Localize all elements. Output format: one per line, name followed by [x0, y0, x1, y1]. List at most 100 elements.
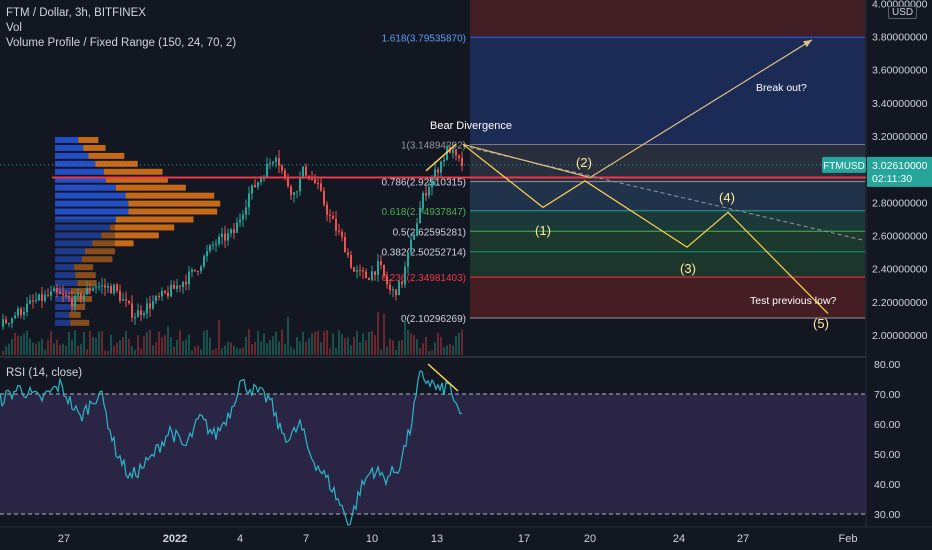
volume-bar: [245, 336, 247, 355]
volume-bar: [209, 337, 211, 355]
candle-body: [242, 214, 244, 220]
candle-body: [437, 169, 439, 173]
volume-bar: [167, 326, 169, 355]
volume-bar: [236, 347, 238, 355]
volume-profile-bar: [55, 296, 73, 302]
wave-label: (2): [576, 155, 592, 170]
candle-body: [392, 289, 394, 291]
volume-bar: [194, 346, 196, 355]
volume-bar: [239, 348, 241, 355]
volume-bar: [257, 330, 259, 355]
symbol-badge: [822, 156, 866, 173]
candle-body: [110, 285, 112, 294]
volume-bar: [200, 349, 202, 355]
volume-bar: [122, 336, 124, 355]
volume-bar: [446, 345, 448, 355]
symbol-badge-text: FTMUSD: [823, 161, 865, 172]
candle-body: [134, 317, 136, 319]
volume-bar: [338, 329, 340, 355]
fib-zone: [470, 144, 865, 182]
volume-bar: [230, 342, 232, 355]
volume-bar: [53, 343, 55, 355]
volume-bar: [242, 347, 244, 355]
divergence-line-rsi: [427, 363, 459, 392]
rsi-axis-tick: 70.00: [874, 389, 900, 401]
fib-level-label: 0(2.10296269): [401, 314, 466, 325]
elliott-wave-projection: [462, 143, 829, 314]
volume-bar: [461, 329, 463, 355]
candle-body: [293, 192, 295, 195]
price-badge-value: 3.02610000: [872, 160, 928, 172]
candle-body: [251, 184, 253, 194]
volume-profile-bar: [88, 152, 125, 159]
volume-bar: [14, 333, 16, 355]
candle-body: [230, 229, 232, 234]
candle-body: [314, 179, 316, 184]
volume-profile-bar: [74, 264, 94, 271]
volume-bar: [416, 339, 418, 355]
candle-body: [200, 266, 202, 272]
candle-body: [248, 193, 250, 208]
volume-bar: [383, 313, 385, 355]
volume-bar: [89, 331, 91, 355]
volume-bar: [41, 338, 43, 355]
candle-body: [83, 294, 85, 300]
candle-body: [140, 310, 142, 316]
volume-bar: [80, 343, 82, 355]
volume-bar: [428, 350, 430, 355]
volume-bar: [356, 331, 358, 355]
candle-body: [275, 157, 277, 162]
candle-body: [119, 290, 121, 301]
candle-body: [77, 293, 79, 296]
volume-profile-bar: [55, 160, 96, 167]
candle-body: [92, 288, 94, 291]
time-axis-tick: 20: [584, 533, 596, 545]
candle-body: [434, 169, 436, 179]
volume-bar: [218, 319, 220, 355]
volume-bar: [188, 334, 190, 355]
volume-bar: [263, 333, 265, 355]
candle-body: [341, 231, 343, 237]
time-axis-tick: 27: [737, 533, 749, 545]
volume-profile-bar: [128, 208, 218, 215]
volume-bar: [68, 332, 70, 355]
break-out-label: Break out?: [756, 82, 807, 94]
volume-bar: [344, 337, 346, 355]
volume-bar: [77, 345, 79, 355]
time-axis-tick: 27: [58, 533, 70, 545]
volume-profile-bar: [55, 256, 82, 263]
volume-bar: [23, 333, 25, 355]
volume-bar: [329, 348, 331, 355]
volume-bar: [131, 346, 133, 355]
fib-zone: [470, 210, 865, 232]
volume-bar: [137, 335, 139, 355]
time-axis-tick: 4: [237, 533, 243, 545]
volume-profile-bar: [109, 224, 175, 231]
candle-body: [215, 243, 217, 245]
volume-profile-bar: [55, 264, 75, 271]
volume-bar: [284, 343, 286, 355]
candle-body: [14, 315, 16, 319]
volume-profile-bar: [55, 280, 78, 287]
candle-body: [26, 303, 28, 313]
candle-body: [185, 281, 187, 285]
candle-body: [335, 219, 337, 231]
volume-bar: [347, 337, 349, 355]
volume-bar: [404, 319, 406, 355]
volume-bar: [401, 339, 403, 355]
candle-body: [125, 299, 127, 301]
candle-body: [155, 296, 157, 302]
price-axis-tick: 2.20000000: [872, 297, 928, 309]
currency-badge[interactable]: USD: [888, 6, 918, 19]
volume-bar: [224, 345, 226, 355]
candle-body: [191, 269, 193, 272]
price-axis-tick: 3.80000000: [872, 31, 928, 43]
candle-body: [383, 264, 385, 276]
candle-body: [236, 222, 238, 233]
volume-profile-bar: [75, 272, 96, 279]
volume-profile-bar: [55, 200, 129, 207]
volume-bar: [17, 335, 19, 355]
volume-profile-bar: [83, 144, 106, 151]
rsi-axis-tick: 30.00: [874, 509, 900, 521]
volume-profile-bar: [101, 232, 159, 239]
